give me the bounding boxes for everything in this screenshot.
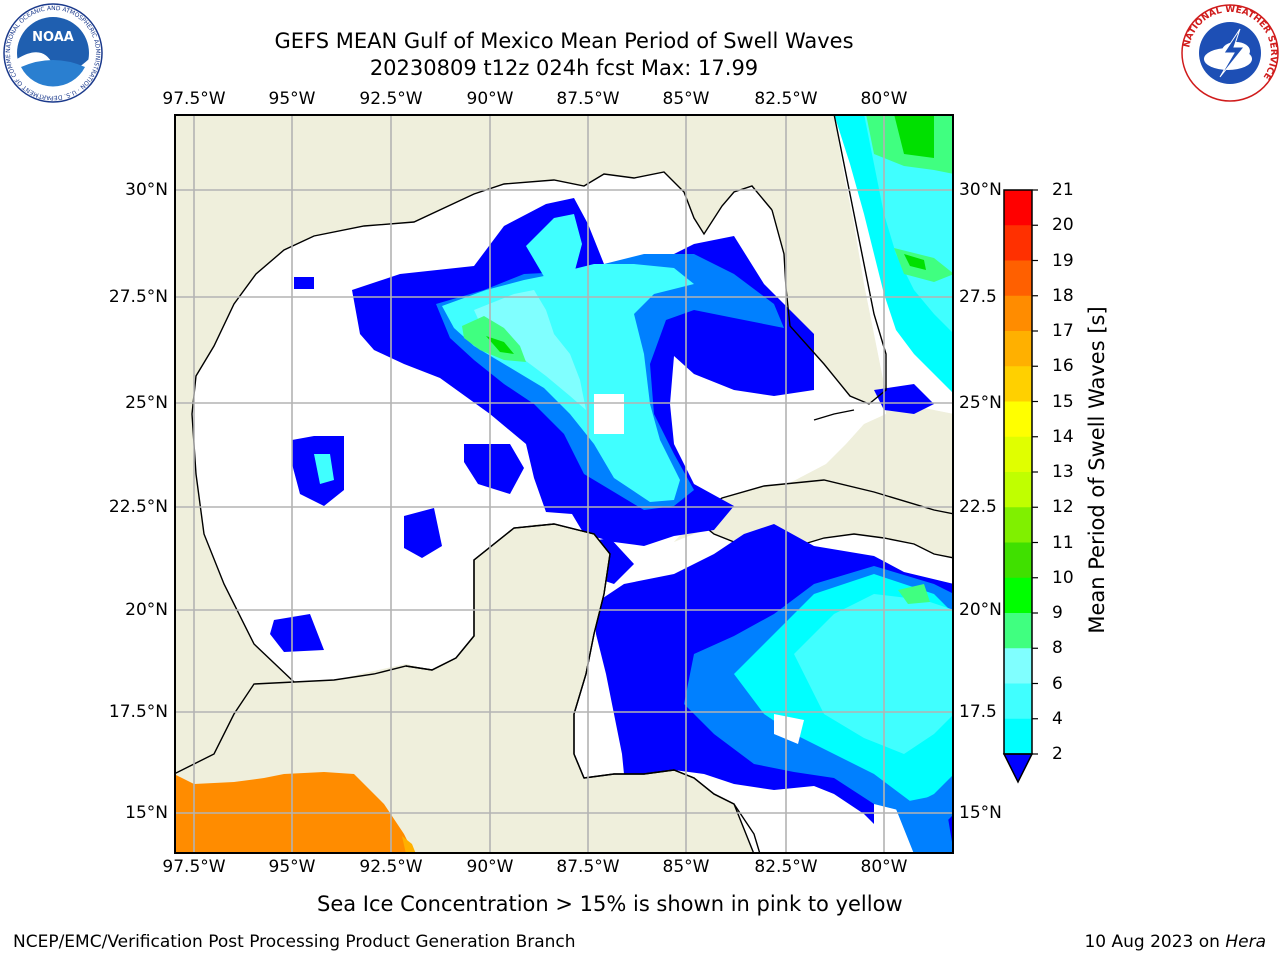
lon-label-bottom: 92.5°W (359, 857, 423, 877)
credit-text: NCEP/EMC/Verification Post Processing Pr… (13, 932, 576, 952)
colorbar-tick-label: 13 (1052, 462, 1074, 482)
yucatan-coastline (405, 523, 611, 779)
chart-title: GEFS MEAN Gulf of Mexico Mean Period of … (274, 29, 854, 53)
colorbar-segment (1004, 648, 1032, 684)
colorbar-tick-label: 16 (1052, 356, 1074, 377)
lat-label-left: 27.5°N (108, 287, 168, 307)
lon-label-bottom: 90°W (466, 857, 514, 877)
lat-label-left: 20°N (125, 600, 168, 620)
colorbar-tick-label: 19 (1052, 250, 1074, 271)
colorbar-tick-label: 15 (1052, 391, 1074, 412)
lat-label-right: 30°N (959, 180, 1002, 200)
colorbar-segment (1004, 366, 1032, 402)
noaa-logo-text: NOAA (32, 30, 74, 45)
host-name: Hera (1225, 932, 1266, 952)
honduras-coastline (583, 769, 761, 854)
colorbar-segment (1004, 507, 1032, 543)
colorbar-segment (1004, 718, 1032, 755)
colorbar-tick-label: 4 (1052, 708, 1063, 729)
colorbar-label: Mean Period of Swell Waves [s] (1085, 306, 1109, 634)
lat-label-left: 17.5°N (108, 702, 168, 722)
lon-label-top: 90°W (466, 89, 514, 109)
swell-atlantic (834, 114, 954, 414)
florida-keys (813, 409, 855, 421)
colorbar-tick-label: 8 (1052, 638, 1063, 659)
colorbar-tick-label: 6 (1052, 673, 1063, 694)
colorbar-tick-label: 14 (1052, 426, 1074, 447)
colorbar-segment (1004, 613, 1032, 649)
colorbar-tick-label: 12 (1052, 497, 1074, 518)
colorbar-segment (1004, 225, 1032, 261)
chart-subtitle: 20230809 t12z 024h fcst Max: 17.99 (369, 56, 759, 80)
lon-label-top: 80°W (860, 89, 908, 109)
lat-label-left: 15°N (125, 803, 168, 823)
colorbar (1002, 189, 1038, 784)
colorbar-tick-label: 17 (1052, 321, 1074, 341)
colorbar-segment (1004, 577, 1032, 614)
colorbar-tick-label: 18 (1052, 285, 1074, 306)
gulf-map (174, 114, 954, 854)
lon-label-top: 82.5°W (754, 89, 818, 109)
colorbar-segment (1004, 683, 1032, 720)
date-text: 10 Aug 2023 on (1084, 932, 1220, 952)
lon-label-top: 85°W (662, 89, 710, 109)
map-frame (174, 114, 954, 854)
lon-label-bottom: 82.5°W (754, 857, 818, 877)
lat-label-right: 22.5 (959, 497, 997, 517)
lat-label-right: 17.5 (959, 702, 997, 722)
colorbar-tick-label: 10 (1052, 567, 1074, 588)
lat-label-right: 25°N (959, 393, 1002, 413)
colorbar-segment (1004, 472, 1032, 508)
lat-label-right: 27.5 (959, 287, 997, 307)
colorbar-segment (1004, 436, 1032, 473)
lon-label-top: 95°W (268, 89, 316, 109)
colorbar-tick-label: 11 (1052, 532, 1074, 553)
lat-label-left: 25°N (125, 393, 168, 413)
lon-label-bottom: 97.5°W (162, 857, 226, 877)
noaa-logo: NATIONAL OCEANIC AND ATMOSPHERIC ADMINIS… (3, 3, 103, 103)
issue-date: 10 Aug 2023 on Hera (1084, 932, 1266, 952)
lon-label-bottom: 80°W (860, 857, 908, 877)
colorbar-tick-label: 9 (1052, 603, 1063, 623)
colorbar-tick-label: 20 (1052, 215, 1074, 236)
lon-label-top: 92.5°W (359, 89, 423, 109)
lat-label-right: 15°N (959, 803, 1002, 823)
lon-label-top: 97.5°W (162, 89, 226, 109)
swell-caribbean (594, 524, 954, 854)
nws-logo: NATIONAL WEATHER SERVICE (1181, 4, 1279, 102)
colorbar-tick-label: 21 (1052, 180, 1074, 200)
lon-label-bottom: 85°W (662, 857, 710, 877)
colorbar-segment (1004, 542, 1032, 579)
colorbar-segment (1004, 331, 1032, 367)
colorbar-segment (1004, 295, 1032, 332)
grid-lines (174, 114, 954, 854)
lon-label-bottom: 95°W (268, 857, 316, 877)
colorbar-segment (1004, 260, 1032, 297)
sea-ice-note: Sea Ice Concentration > 15% is shown in … (317, 892, 903, 916)
lat-label-right: 20°N (959, 600, 1002, 620)
lat-label-left: 30°N (125, 180, 168, 200)
lat-label-left: 22.5°N (108, 497, 168, 517)
colorbar-segment (1004, 401, 1032, 438)
lon-label-bottom: 87.5°W (556, 857, 620, 877)
swell-plume-gulf (270, 198, 814, 652)
colorbar-segment (1004, 190, 1032, 226)
colorbar-extension (1002, 753, 1034, 784)
colorbar-tick-label: 2 (1052, 744, 1063, 764)
lon-label-top: 87.5°W (556, 89, 620, 109)
